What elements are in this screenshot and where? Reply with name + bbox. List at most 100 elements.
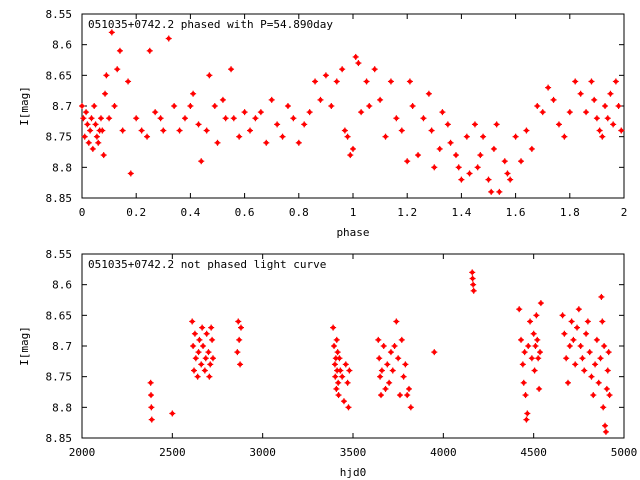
unphased-data-point	[535, 355, 542, 362]
phased-data-point	[550, 96, 557, 103]
phased-data-point	[252, 115, 259, 122]
phased-data-point	[371, 66, 378, 73]
phased-data-point	[534, 103, 541, 109]
phased-data-point	[198, 158, 205, 165]
unphased-data-point	[375, 336, 382, 343]
unphased-data-point	[395, 355, 402, 362]
unphased-data-points	[147, 269, 613, 435]
phased-data-point	[610, 121, 617, 128]
unphased-data-point	[389, 367, 396, 374]
phased-data-point	[257, 109, 264, 116]
unphased-data-point	[525, 343, 532, 349]
phased-data-point	[355, 60, 362, 67]
phased-data-point	[322, 72, 329, 79]
unphased-data-point	[528, 355, 535, 362]
phased-data-point	[347, 152, 354, 159]
phased-x-ticks: 0 0.2 0.4 0.6 0.8 1 1.2 1.4 1.6 1.8 2	[79, 14, 628, 219]
phased-data-point	[528, 145, 535, 152]
unphased-x-tick-label: 5000	[611, 446, 638, 459]
phased-data-point	[92, 121, 99, 128]
unphased-data-point	[208, 324, 215, 331]
phased-data-point	[100, 152, 107, 159]
phased-data-point	[447, 139, 454, 146]
unphased-data-point	[563, 355, 570, 362]
phased-data-point	[366, 103, 373, 109]
phased-data-point	[268, 96, 275, 103]
phased-data-point	[114, 66, 121, 73]
phased-data-point	[363, 78, 370, 85]
unphased-data-point	[393, 318, 400, 325]
phased-data-point	[203, 127, 210, 134]
unphased-data-point	[191, 367, 198, 374]
unphased-x-tick-label: 3500	[340, 446, 367, 459]
phased-data-point	[566, 109, 573, 116]
phased-data-point	[607, 90, 614, 97]
phased-data-point	[583, 109, 590, 116]
unphased-data-point	[398, 336, 405, 343]
phased-data-point	[452, 152, 459, 159]
unphased-data-point	[235, 318, 242, 325]
unphased-data-point	[400, 373, 407, 380]
unphased-data-point	[593, 336, 600, 343]
unphased-data-point	[234, 349, 241, 356]
unphased-data-point	[378, 392, 385, 399]
unphased-data-point	[192, 355, 199, 362]
phased-data-point	[490, 145, 497, 152]
unphased-data-point	[592, 361, 599, 368]
unphased-x-ticks: 2000 2500 3000 3500 4000 4500 5000	[69, 254, 638, 459]
phased-data-point	[301, 121, 308, 128]
phased-data-point	[89, 145, 96, 152]
unphased-data-point	[568, 318, 575, 325]
phased-data-point	[604, 115, 611, 122]
unphased-data-point	[346, 367, 353, 374]
unphased-data-point	[469, 269, 476, 276]
phased-data-point	[377, 96, 384, 103]
unphased-data-point	[564, 379, 571, 386]
phased-y-ticks: 8.55 8.6 8.65 8.7 8.75 8.8 8.85	[46, 8, 624, 205]
phased-x-tick-label: 1.6	[506, 206, 526, 219]
unphased-data-point	[518, 336, 525, 343]
phased-data-point	[119, 127, 126, 134]
unphased-data-point	[190, 343, 197, 349]
unphased-data-point	[561, 330, 568, 337]
unphased-data-point	[202, 355, 209, 362]
phased-data-point	[523, 127, 530, 134]
unphased-data-point	[201, 367, 208, 374]
phased-x-tick-label: 1	[350, 206, 357, 219]
phased-data-point	[219, 96, 226, 103]
phased-data-point	[618, 127, 625, 134]
unphased-x-tick-label: 4500	[520, 446, 547, 459]
unphased-data-point	[331, 343, 338, 349]
phased-data-point	[160, 127, 167, 134]
phased-data-point	[488, 188, 495, 195]
unphased-data-point	[601, 343, 608, 349]
unphased-data-point	[530, 330, 537, 337]
phased-data-point	[504, 170, 511, 177]
phased-data-point	[555, 121, 562, 128]
phased-data-point	[241, 109, 248, 116]
phased-x-tick-label: 2	[621, 206, 628, 219]
phased-data-point	[295, 139, 302, 146]
phased-data-point	[436, 145, 443, 152]
phased-data-point	[91, 103, 98, 109]
unphased-data-point	[339, 373, 346, 380]
phased-data-point	[187, 103, 194, 109]
phased-panel: 051035+0742.2 phased with P=54.890day ph…	[18, 8, 627, 239]
phased-data-point	[339, 66, 346, 73]
phased-data-point	[97, 115, 104, 122]
phased-x-tick-label: 0.6	[235, 206, 255, 219]
unphased-data-point	[597, 355, 604, 362]
unphased-y-tick-label: 8.8	[52, 401, 72, 414]
phased-data-point	[306, 109, 313, 116]
phased-data-point	[455, 164, 462, 171]
unphased-data-point	[406, 385, 413, 392]
unphased-data-point	[431, 349, 438, 356]
phased-data-point	[458, 176, 465, 183]
phased-data-point	[138, 127, 145, 134]
unphased-data-point	[402, 361, 409, 368]
phased-data-point	[171, 103, 178, 109]
unphased-data-point	[600, 404, 607, 411]
unphased-data-point	[384, 361, 391, 368]
unphased-data-point	[603, 385, 610, 392]
phased-data-point	[214, 139, 221, 146]
